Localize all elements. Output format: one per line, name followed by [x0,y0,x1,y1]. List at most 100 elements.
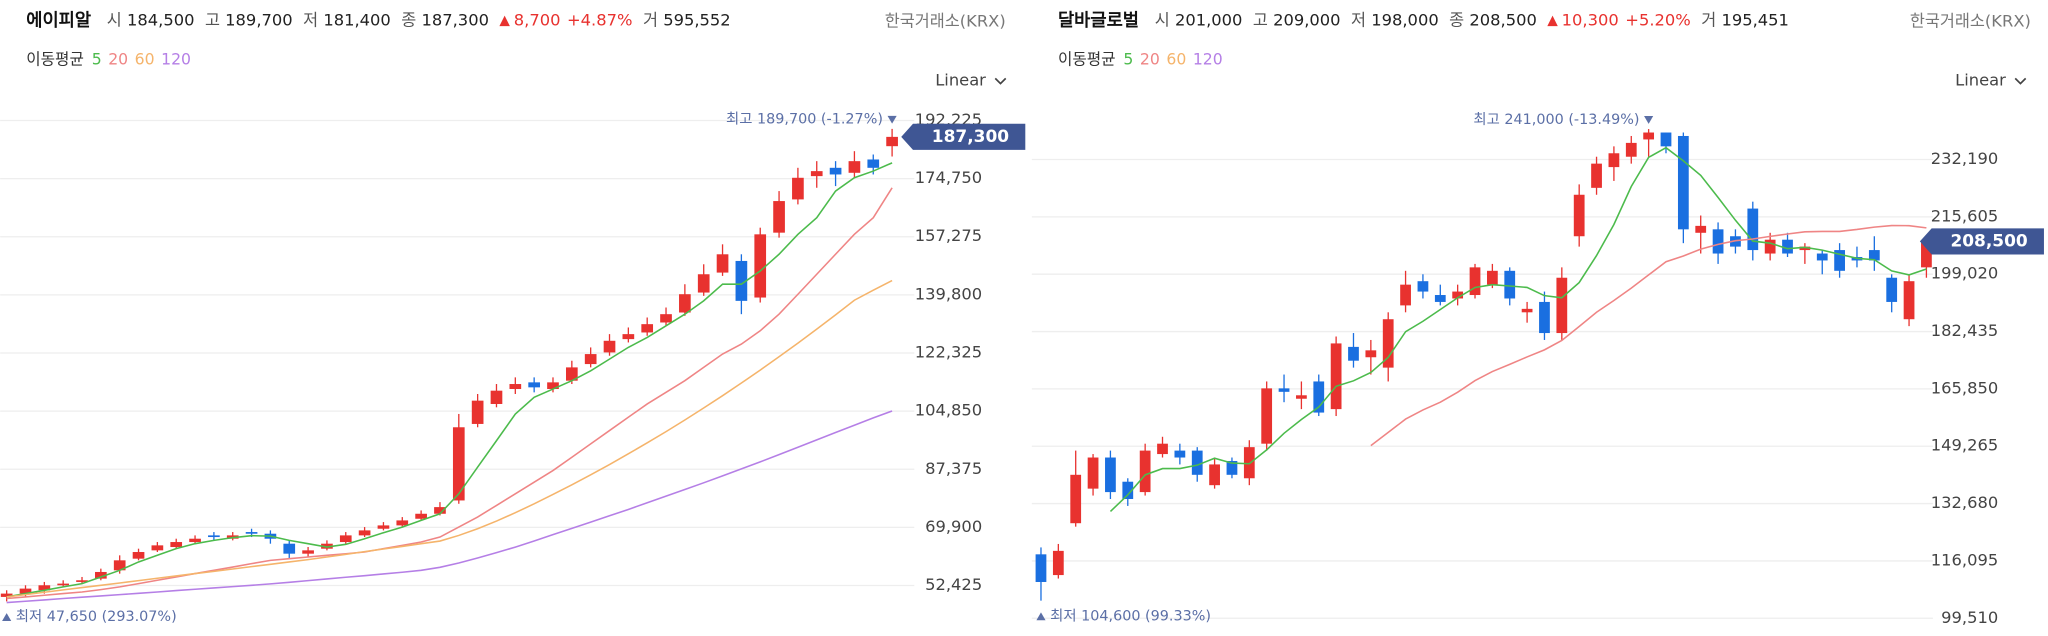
y-tick-label: 122,325 [915,343,982,362]
low-marker [2,613,12,621]
low-label: 최저 104,600 (99.33%) [1050,607,1211,624]
legend-entry: 60 [135,50,155,69]
y-tick-label: 52,425 [925,575,982,594]
candle-body [19,588,32,594]
y-tick-label: 215,605 [1931,206,1998,225]
candle-body [1382,319,1394,368]
chevron [2014,77,2027,85]
exchange: 한국거래소(KRX) [1910,12,2031,31]
stat-value: 198,000 [1371,10,1438,29]
candle-body [1400,284,1411,306]
candle-body [1139,450,1151,493]
candle-body [1243,447,1255,479]
y-tick-label: 87,375 [925,459,982,478]
volume-label: 거 [1701,10,1716,29]
scale-selector[interactable]: Linear [935,70,986,89]
candle-body [396,520,409,526]
ma-line [1370,224,1927,447]
y-tick-label: 165,850 [1931,378,1998,397]
candle-body [189,538,201,543]
candle-body [1903,281,1915,320]
candle-body [1625,142,1637,157]
y-tick-label: 232,190 [1931,149,1998,168]
stock-name: 달바글로벌 [1058,10,1139,31]
candle-body [1226,460,1238,475]
stat-label: 시 [1155,10,1170,29]
candle-body [490,390,503,404]
candle-body [358,530,371,536]
candle-body [1695,225,1707,233]
high-marker [1644,116,1654,124]
exchange: 한국거래소(KRX) [885,12,1006,31]
candle-body [377,525,390,529]
y-tick-label: 157,275 [915,226,982,245]
stat-value: 189,700 [225,10,292,29]
candle-body [697,274,710,293]
chevron [994,77,1007,85]
y-tick-label: 199,020 [1931,264,1998,283]
candle-body [1539,301,1550,334]
candle-body [151,545,164,551]
up-arrow [499,15,510,27]
stat-label: 종 [401,10,416,29]
candle-body [584,354,597,365]
y-tick-label: 174,750 [915,168,982,187]
ma-label: 이동평균 [1058,50,1116,69]
legend-entry: 60 [1166,50,1186,69]
stat-label: 고 [1253,10,1268,29]
up-arrow [1547,15,1558,27]
y-tick-label: 116,095 [1931,550,1998,569]
high-label: 최고 189,700 (-1.27%) [726,111,883,128]
candle-body [810,171,823,177]
stat-label: 저 [1351,10,1366,29]
candle-body [679,294,691,313]
candle-body [1157,443,1168,455]
stat-value: 208,500 [1469,10,1536,29]
candle-body [1556,277,1568,334]
scale-selector[interactable]: Linear [1955,70,2006,89]
y-tick-label: 99,510 [1941,608,1998,627]
candle-body [829,167,842,175]
candle-body [1799,246,1811,251]
candle-body [1886,277,1898,302]
candle-body [848,161,861,173]
legend-entry: 5 [1123,50,1133,69]
candle-body [509,384,522,390]
change-value: 10,300 [1562,10,1619,29]
stat-value: 181,400 [323,10,390,29]
candle-body [1921,241,1932,268]
candle-body [1052,550,1064,576]
change-percent: +4.87% [567,10,633,29]
candle-body [1573,194,1585,237]
candle-body [641,324,654,333]
candle-body [773,201,785,233]
candle-body [1747,208,1759,251]
legend-entry: 20 [1140,50,1160,69]
candle-body [1712,229,1724,254]
candle-body [1417,281,1429,292]
candle-body [565,367,578,381]
candle-body [1452,291,1464,299]
high-marker [887,115,897,124]
price-tag [901,123,1026,150]
candle-body [57,583,70,586]
candle-body [735,260,748,301]
candle-body [1261,388,1273,444]
candle-body [1764,239,1776,254]
stat-label: 고 [205,10,220,29]
candle-body [886,136,898,147]
y-tick-label: 69,900 [925,517,982,536]
stat-label: 시 [107,10,122,29]
candle-body [603,340,616,353]
price-tag [1919,228,2044,255]
candle-body [1782,239,1793,254]
stat-value: 209,000 [1273,10,1340,29]
candle-body [208,535,220,538]
legend-entry: 120 [1193,50,1223,69]
candle-body [792,177,804,200]
ma-line [6,187,893,600]
ma-line [6,279,893,598]
candle-body [1504,270,1516,299]
candle-body [1330,343,1342,410]
